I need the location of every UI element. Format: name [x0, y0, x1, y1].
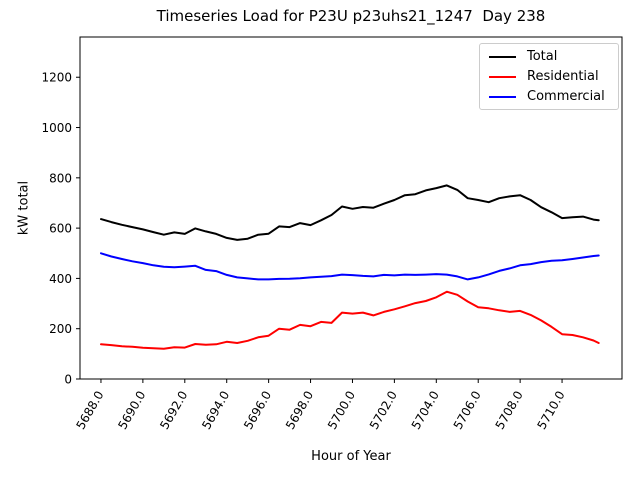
legend-item-total: Total: [480, 47, 618, 67]
legend-label-total: Total: [527, 49, 558, 64]
legend-label-residential: Residential: [527, 69, 599, 84]
y-tick-label: 200: [49, 322, 72, 336]
legend-swatch-commercial: [489, 96, 516, 98]
legend-swatch-residential: [489, 76, 516, 78]
x-tick-label: 5692.0: [157, 389, 190, 432]
legend-item-residential: Residential: [480, 67, 618, 87]
legend-item-commercial: Commercial: [480, 87, 618, 107]
y-tick-label: 1200: [41, 71, 72, 85]
series-line-total: [100, 184, 600, 241]
plot-area: [79, 36, 623, 380]
legend-label-commercial: Commercial: [527, 89, 605, 104]
x-tick-label: 5706.0: [451, 389, 484, 432]
x-tick-label: 5702.0: [367, 389, 400, 432]
legend: Total Residential Commercial: [479, 43, 619, 110]
y-tick-label: 800: [49, 171, 72, 185]
x-tick-label: 5704.0: [409, 389, 442, 432]
series-line-commercial: [100, 252, 600, 281]
legend-swatch-total: [489, 56, 516, 58]
series-line-residential: [100, 290, 600, 350]
x-tick-label: 5688.0: [73, 389, 106, 432]
y-tick-label: 400: [49, 272, 72, 286]
x-tick-label: 5696.0: [241, 389, 274, 432]
y-tick-label: 600: [49, 222, 72, 236]
x-tick-label: 5698.0: [283, 389, 316, 432]
x-axis-label: Hour of Year: [311, 449, 391, 464]
y-tick-label: 1000: [41, 121, 72, 135]
x-tick-label: 5708.0: [493, 389, 526, 432]
x-tick-label: 5690.0: [115, 389, 148, 432]
x-tick-label: 5700.0: [325, 389, 358, 432]
y-tick-label: 0: [64, 373, 72, 387]
page-title: Timeseries Load for P23U p23uhs21_1247 D…: [156, 7, 546, 25]
x-tick-label: 5710.0: [535, 389, 568, 432]
x-tick-label: 5694.0: [199, 389, 232, 432]
